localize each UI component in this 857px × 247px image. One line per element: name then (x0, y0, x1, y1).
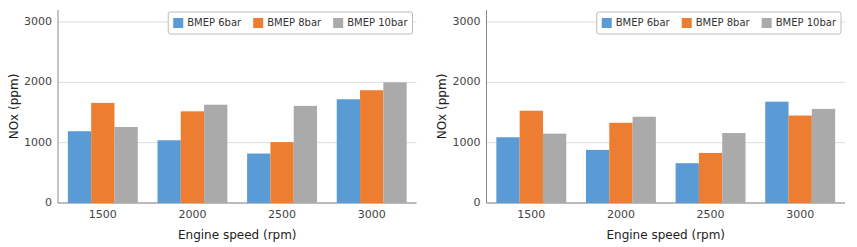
bar (383, 82, 406, 203)
bar (543, 134, 566, 203)
legend-swatch (253, 18, 263, 28)
legend-label: BMEP 10bar (776, 17, 837, 28)
figure: 0 1000 2000 3000 1500 2000 2500 3000 Engine spee… (0, 0, 857, 247)
bar (586, 150, 609, 203)
y-tick-label: 3000 (453, 15, 481, 28)
legend-label: BMEP 10bar (347, 17, 408, 28)
x-tick-label: 2500 (697, 208, 725, 221)
grid-line (58, 82, 417, 83)
x-axis-label: Engine speed (rpm) (606, 228, 725, 242)
legend-label: BMEP 6bar (187, 17, 242, 28)
bar (294, 106, 317, 203)
y-axis-line (486, 10, 487, 203)
bar (91, 103, 114, 203)
bar (699, 153, 722, 203)
legend-label: BMEP 8bar (696, 17, 751, 28)
y-axis-label: NOx (ppm) (7, 74, 21, 140)
bar (609, 123, 632, 203)
bar (520, 111, 543, 203)
bar (157, 140, 180, 203)
y-tick-label: 1000 (24, 136, 52, 149)
bar (360, 90, 383, 203)
y-tick-label: 0 (45, 196, 52, 209)
grid-line (487, 82, 846, 83)
x-tick-label: 1500 (89, 208, 117, 221)
x-tick-label: 2500 (268, 208, 296, 221)
x-tick-label: 2000 (178, 208, 206, 221)
bar (270, 142, 293, 203)
bars (496, 102, 835, 203)
y-tick-label: 1000 (453, 136, 481, 149)
x-tick-label: 1500 (517, 208, 545, 221)
legend: BMEP 6bar BMEP 8bar BMEP 10bar (597, 12, 841, 34)
x-tick-label: 3000 (786, 208, 814, 221)
legend-label: BMEP 6bar (616, 17, 671, 28)
legend-swatch (682, 18, 692, 28)
y-axis-line (58, 10, 59, 203)
bar (812, 109, 835, 203)
legend-label: BMEP 8bar (267, 17, 322, 28)
bar (722, 133, 745, 203)
bars (68, 82, 407, 203)
chart-panel: 0 1000 2000 3000 1500 2000 2500 3000 Engine spee… (7, 10, 417, 242)
chart-panel: 0 1000 2000 3000 1500 2000 2500 3000 Engine spee… (435, 10, 845, 242)
bar (789, 116, 812, 203)
bar (181, 111, 204, 203)
y-axis-label: NOx (ppm) (435, 74, 449, 140)
bar (337, 99, 360, 203)
bar (247, 154, 270, 203)
legend: BMEP 6bar BMEP 8bar BMEP 10bar (168, 12, 412, 34)
x-axis-label: Engine speed (rpm) (178, 228, 297, 242)
y-tick-label: 2000 (453, 75, 481, 88)
legend-swatch (333, 18, 343, 28)
bar (114, 127, 137, 203)
bar (633, 117, 656, 203)
x-tick-label: 2000 (607, 208, 635, 221)
legend-swatch (173, 18, 183, 28)
legend-swatch (602, 18, 612, 28)
y-tick-label: 3000 (24, 15, 52, 28)
legend-swatch (762, 18, 772, 28)
bar (765, 102, 788, 203)
y-tick-label: 2000 (24, 75, 52, 88)
bar (204, 105, 227, 203)
legend-box (597, 12, 841, 34)
legend-box (168, 12, 412, 34)
y-tick-label: 0 (474, 196, 481, 209)
bar (676, 163, 699, 203)
x-tick-label: 3000 (358, 208, 386, 221)
bar (68, 131, 91, 203)
bar (496, 137, 519, 203)
